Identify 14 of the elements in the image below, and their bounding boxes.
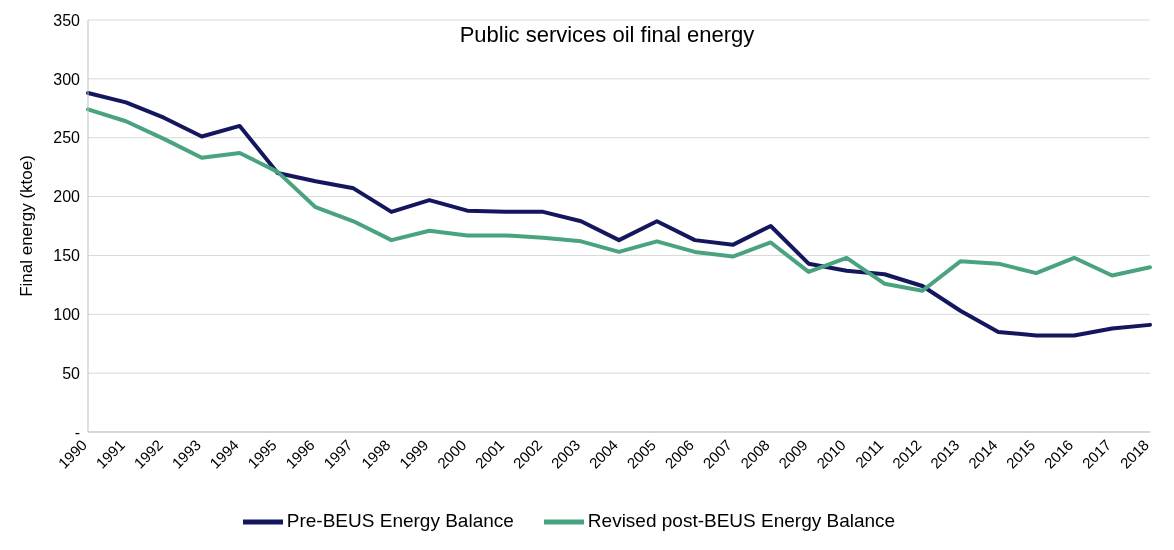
y-tick-label: 250 — [53, 129, 81, 147]
y-axis-title: Final energy (ktoe) — [17, 155, 37, 297]
y-tick-label: 150 — [53, 247, 81, 265]
line-series — [86, 90, 1152, 338]
y-tick-label: - — [74, 423, 80, 441]
y-tick-label: 100 — [53, 305, 81, 323]
chart-title: Public services oil final energy — [459, 22, 755, 47]
y-tick-label: 50 — [62, 364, 81, 382]
line-series — [86, 107, 1152, 293]
y-tick-label: 200 — [53, 188, 81, 206]
legend-label: Pre-BEUS Energy Balance — [286, 510, 514, 532]
y-tick-label: 350 — [53, 11, 81, 29]
y-tick-label: 300 — [53, 70, 81, 88]
legend-label: Revised post-BEUS Energy Balance — [587, 510, 896, 532]
